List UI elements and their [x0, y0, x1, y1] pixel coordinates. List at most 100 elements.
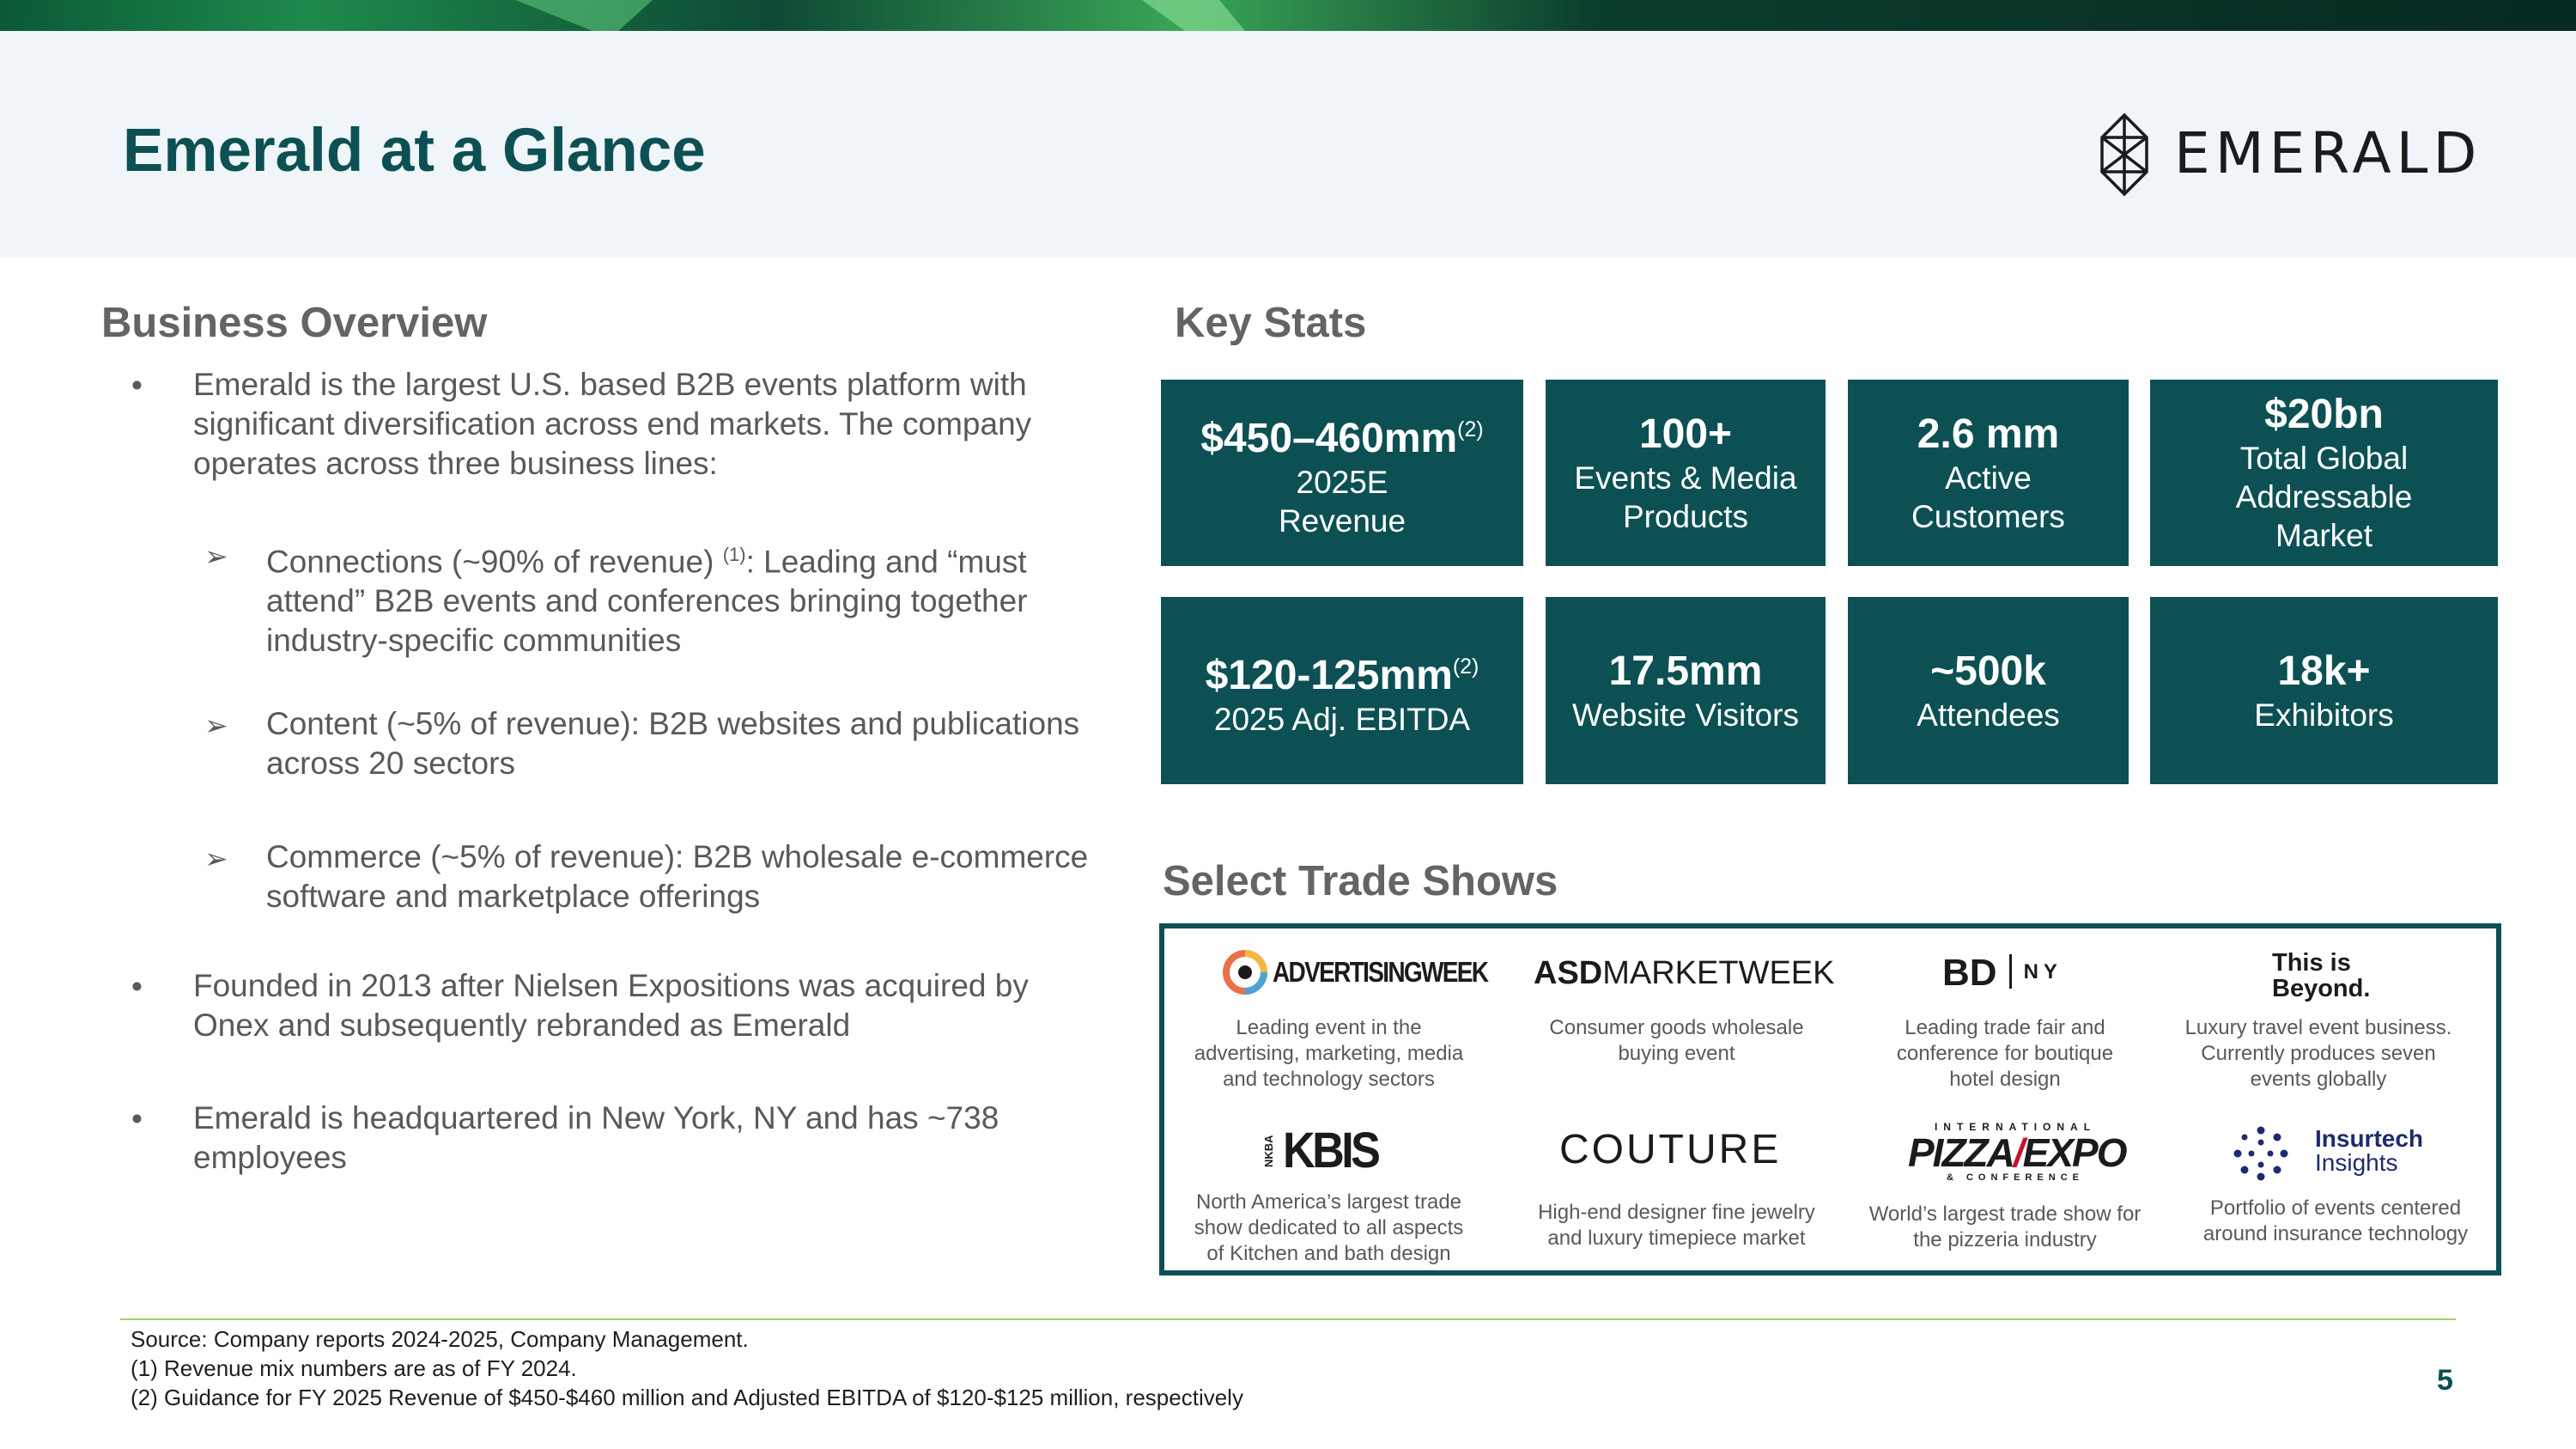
text-line: Currently produces seven [2201, 1042, 2436, 1065]
bdny-description: Leading trade fair and conference for bo… [1863, 1015, 2147, 1093]
stat-card-attendees: ~500k Attendees [1848, 597, 2129, 784]
bullet-glyph: • [131, 969, 143, 1004]
text-line: buying event [1618, 1042, 1735, 1065]
stat-value-text: $120-125mm [1205, 653, 1453, 698]
logo-line: & CONFERENCE [1946, 1172, 2084, 1183]
stat-label: Active [1945, 460, 2032, 496]
text-line: Founded in 2013 after Nielsen Exposition… [193, 968, 1029, 1003]
footnote-ref: (1) [722, 544, 746, 565]
text-line: Content (~5% of revenue): B2B websites a… [266, 706, 1080, 741]
page-number: 5 [2437, 1364, 2453, 1397]
top-decorative-bar [0, 0, 2576, 31]
insurtech-insights-icon [2233, 1126, 2288, 1181]
insurtech-insights-logo: Insurtech Insights [2315, 1127, 2423, 1175]
text-line: software and marketplace offerings [266, 879, 761, 914]
text-line: Connections (~90% of revenue) (1): Leadi… [266, 535, 1028, 581]
text-span: : Leading and “must [745, 544, 1027, 580]
stat-value: 100+ [1638, 411, 1733, 457]
kbis-logo: KBIS [1283, 1123, 1381, 1178]
asd-market-week-description: Consumer goods wholesale buying event [1520, 1015, 1833, 1067]
text-line: World’s largest trade show for [1868, 1202, 2142, 1226]
emerald-wordmark: EMERALD [2174, 120, 2482, 186]
overview-sub-content: Content (~5% of revenue): B2B websites a… [266, 704, 1079, 783]
stat-card-revenue: $450–460mm(2) 2025E Revenue [1161, 380, 1523, 566]
overview-bullet-3: Emerald is headquartered in New York, NY… [193, 1099, 999, 1178]
text-line: events globally [2250, 1068, 2387, 1091]
logo-line: PIZZA/EXPO [1908, 1130, 2127, 1175]
this-is-beyond-logo: This is Beyond. [2272, 950, 2370, 1002]
text-line: attend” B2B events and conferences bring… [266, 583, 1028, 619]
text-line: conference for boutique [1896, 1042, 2114, 1065]
logo-line: Beyond. [2272, 975, 2371, 1002]
business-overview-heading: Business Overview [101, 300, 488, 346]
logo-rest-part: NY [2023, 960, 2063, 983]
trade-shows-heading: Select Trade Shows [1163, 858, 1558, 904]
advertising-week-icon [1223, 950, 1267, 995]
arrow-bullet-icon: ➢ [204, 843, 228, 874]
advertising-week-description: Leading event in the advertising, market… [1176, 1015, 1481, 1093]
logo-line: Insights [2315, 1149, 2398, 1176]
arrow-bullet-icon: ➢ [204, 540, 228, 572]
stat-label: Revenue [1278, 503, 1406, 539]
logo-part: EXPO [2022, 1130, 2128, 1175]
text-line: show dedicated to all aspects [1194, 1216, 1464, 1239]
text-line: Onex and subsequently rebranded as Emera… [193, 1008, 851, 1043]
text-line: advertising, marketing, media [1194, 1042, 1464, 1065]
bullet-glyph: • [131, 1101, 143, 1136]
key-stats-heading: Key Stats [1175, 300, 1367, 346]
stat-value: 17.5mm [1608, 648, 1763, 694]
stat-card-customers: 2.6 mm Active Customers [1848, 380, 2129, 566]
stat-label: 2025 Adj. EBITDA [1213, 702, 1471, 737]
stat-value: 18k+ [2277, 648, 2371, 694]
logo-part: PIZZA [1908, 1130, 2015, 1175]
logo-line: This is [2272, 949, 2351, 977]
stat-value: ~500k [1930, 648, 2046, 694]
text-line: Emerald is the largest U.S. based B2B ev… [193, 367, 1027, 402]
overview-bullet-2: Founded in 2013 after Nielsen Exposition… [193, 966, 1029, 1045]
text-line: operates across three business lines: [193, 446, 718, 481]
text-span: Connections (~90% of revenue) [266, 544, 723, 580]
stat-value: 2.6 mm [1917, 411, 2060, 457]
bullet-glyph: • [131, 368, 143, 403]
advertising-week-logo: ADVERTISINGWEEK [1273, 956, 1489, 988]
stat-label: Exhibitors [2254, 697, 2394, 733]
stat-card-ebitda: $120-125mm(2) 2025 Adj. EBITDA [1161, 597, 1523, 784]
overview-bullet-1: Emerald is the largest U.S. based B2B ev… [193, 365, 1031, 484]
couture-description: High-end designer fine jewelry and luxur… [1520, 1200, 1833, 1251]
page-title: Emerald at a Glance [123, 117, 706, 185]
footer-note-1: (1) Revenue mix numbers are as of FY 202… [131, 1355, 577, 1381]
stat-label: Events & Media [1574, 460, 1797, 496]
text-line: and luxury timepiece market [1547, 1227, 1806, 1250]
this-is-beyond-description: Luxury travel event business. Currently … [2168, 1015, 2469, 1093]
text-line: Luxury travel event business. [2184, 1016, 2452, 1039]
pizza-expo-logo: INTERNATIONAL PIZZA/EXPO & CONFERENCE [1908, 1120, 2127, 1184]
text-line: Portfolio of events centered [2209, 1196, 2462, 1220]
text-line: and technology sectors [1223, 1068, 1435, 1091]
text-line: hotel design [1949, 1068, 2061, 1091]
text-line: significant diversification across end m… [193, 406, 1032, 441]
couture-logo: COUTURE [1559, 1127, 1782, 1172]
stat-value: $120-125mm(2) [1206, 642, 1479, 700]
logo-bold-part: ASD [1534, 955, 1603, 991]
text-line: North America’s largest trade [1195, 1190, 1462, 1214]
stat-card-visitors: 17.5mm Website Visitors [1546, 597, 1826, 784]
footer-source: Source: Company reports 2024-2025, Compa… [131, 1326, 749, 1352]
stat-value-text: $450–460mm [1200, 416, 1458, 461]
stat-card-events: 100+ Events & Media Products [1546, 380, 1826, 566]
logo-divider [2008, 954, 2012, 989]
text-line: across 20 sectors [266, 746, 515, 781]
text-line: employees [193, 1140, 347, 1175]
overview-sub-connections: Connections (~90% of revenue) (1): Leadi… [266, 535, 1028, 661]
logo-rest-part: MARKETWEEK [1602, 955, 1835, 991]
footnote-ref: (2) [1457, 417, 1484, 441]
stat-value: $20bn [2264, 392, 2384, 437]
logo-line: Insurtech [2315, 1125, 2424, 1152]
bdny-logo: BD NY [1942, 952, 2063, 995]
text-line: Emerald is headquartered in New York, NY… [193, 1100, 999, 1135]
text-line: Leading event in the [1236, 1016, 1422, 1039]
text-line: High-end designer fine jewelry [1538, 1201, 1815, 1224]
stat-label: Total Global [2239, 441, 2409, 476]
stat-label: 2025E [1296, 465, 1388, 500]
footer-note-2: (2) Guidance for FY 2025 Revenue of $450… [131, 1385, 1243, 1410]
arrow-bullet-icon: ➢ [204, 709, 228, 741]
